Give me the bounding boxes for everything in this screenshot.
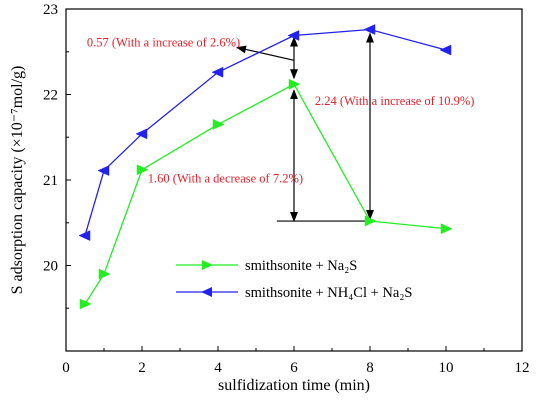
series-2-point bbox=[78, 230, 91, 241]
y-axis: 20 21 22 23 bbox=[43, 2, 71, 309]
legend: smithsonite + Na₂S smithsonite + NH₄Cl +… bbox=[176, 258, 412, 301]
y-axis-title: S adsorption capacity (×10⁻⁷mol/g) bbox=[9, 66, 26, 295]
x-tick-label: 10 bbox=[439, 360, 454, 376]
annotation-label-1: 0.57 (With a increase of 2.6%) bbox=[87, 36, 240, 50]
series-1-point bbox=[212, 119, 225, 130]
series-2-point bbox=[97, 165, 110, 176]
x-tick-label: 8 bbox=[366, 360, 374, 376]
x-axis: 0 2 4 6 8 10 12 bbox=[62, 346, 530, 376]
x-tick-label: 4 bbox=[214, 360, 222, 376]
legend-marker-series-1 bbox=[202, 260, 213, 270]
series-1-point bbox=[136, 164, 149, 176]
legend-item-series-1: smithsonite + Na₂S bbox=[176, 258, 357, 274]
series-layer bbox=[78, 24, 453, 310]
guide-label-pointer bbox=[236, 45, 295, 61]
y-tick-label: 20 bbox=[43, 259, 58, 275]
annotation-layer: 0.57 (With a increase of 2.6%) 2.24 (With… bbox=[87, 36, 475, 186]
series-1-point bbox=[364, 215, 377, 227]
series-1-point bbox=[288, 78, 301, 90]
series-1-point bbox=[440, 223, 453, 235]
series-2-point bbox=[135, 128, 148, 140]
legend-label-series-2: smithsonite + NH₄Cl + Na₂S bbox=[245, 285, 412, 301]
x-tick-label: 6 bbox=[290, 360, 298, 376]
series-1-point bbox=[98, 268, 111, 280]
x-axis-title: sulfidization time (min) bbox=[218, 377, 370, 394]
series-2-point bbox=[439, 44, 452, 56]
annotation-label-2: 2.24 (With a increase of 10.9%) bbox=[315, 94, 475, 108]
legend-marker-series-2 bbox=[201, 287, 212, 297]
x-tick-label: 12 bbox=[515, 360, 530, 376]
series-2-point bbox=[363, 24, 376, 35]
y-tick-label: 21 bbox=[43, 173, 58, 189]
series-2-point bbox=[211, 66, 224, 78]
series-2-point bbox=[287, 30, 300, 41]
x-tick-label: 0 bbox=[62, 360, 70, 376]
y-tick-label: 23 bbox=[43, 2, 58, 18]
x-tick-label: 2 bbox=[138, 360, 146, 376]
annotation-label-3: 1.60 (With a decrease of 7.2%) bbox=[148, 172, 303, 186]
legend-item-series-2: smithsonite + NH₄Cl + Na₂S bbox=[176, 285, 412, 301]
comparison-guides bbox=[236, 32, 374, 223]
series-1-point bbox=[79, 298, 92, 310]
legend-label-series-1: smithsonite + Na₂S bbox=[245, 258, 357, 274]
y-tick-label: 22 bbox=[43, 88, 58, 104]
